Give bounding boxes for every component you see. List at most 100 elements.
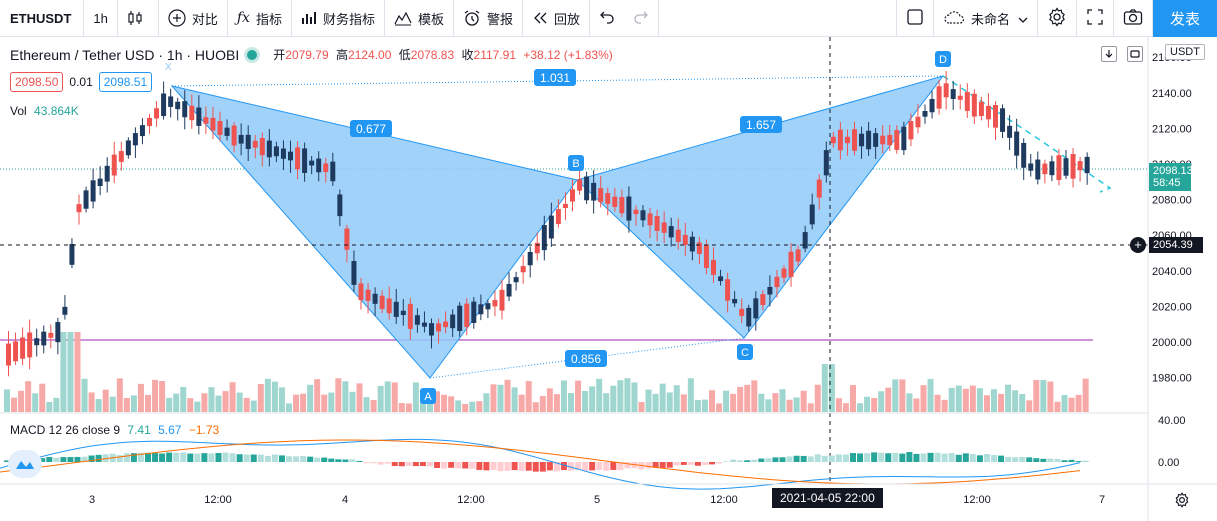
macd-histogram-bar: [1047, 458, 1054, 462]
ratio-xb-badge: [350, 120, 392, 137]
scroll-down-button[interactable]: [1101, 46, 1117, 62]
candle-body: [154, 108, 160, 119]
volume-bar: [363, 397, 370, 412]
buy-button[interactable]: 2098.51: [98, 72, 153, 92]
macd-label: MACD 12 26 close 9: [10, 423, 121, 437]
redo-button[interactable]: [624, 0, 660, 37]
pattern-point-b-label: B: [572, 158, 579, 170]
candle-body: [224, 127, 230, 136]
volume-bar: [441, 394, 448, 412]
last-price-tag: 2098.13 58:45: [1149, 163, 1193, 191]
volume-bar: [74, 332, 81, 412]
macd-histogram-bar: [772, 457, 779, 462]
currency-label[interactable]: USDT: [1165, 44, 1205, 60]
replay-label: 回放: [554, 11, 581, 27]
macd-histogram-bar: [920, 453, 927, 462]
pattern-point-c-marker: [737, 344, 753, 360]
ratio-xd-badge: [534, 69, 576, 86]
macd-histogram-bar: [969, 454, 976, 462]
candle-body: [570, 189, 575, 202]
macd-histogram-bar: [857, 453, 864, 462]
candle-body: [69, 244, 75, 265]
candle-body: [520, 266, 526, 273]
candle-body: [316, 158, 322, 173]
candle-body: [20, 337, 26, 359]
volume-bar: [603, 393, 610, 412]
fullscreen-toggle-button[interactable]: [895, 0, 934, 37]
snapshot-button[interactable]: [1114, 0, 1153, 37]
volume-bar: [857, 403, 864, 412]
top-toolbar: ETHUSDT 1h 对比 ƒx 指标 财务指标 模板 警报: [0, 0, 1217, 37]
candle-body: [111, 154, 117, 176]
macd-histogram-bar: [1082, 460, 1089, 462]
pattern-point-d-marker: [935, 51, 951, 67]
plus-circle-icon: [168, 9, 186, 27]
gear-icon: [1047, 6, 1067, 30]
volume-bar: [300, 393, 307, 412]
templates-button[interactable]: 模板: [385, 0, 454, 37]
alert-button[interactable]: 警报: [454, 0, 524, 37]
volume-bar: [1040, 379, 1047, 412]
macd-histogram-bar: [208, 453, 215, 462]
fullscreen-button[interactable]: [1077, 0, 1114, 37]
candle-body: [471, 301, 477, 323]
ratio-xb-label: 0.677: [356, 122, 386, 136]
macd-histogram-bar: [687, 462, 694, 465]
chart-type-button[interactable]: [118, 0, 159, 37]
financials-button[interactable]: 财务指标: [292, 0, 385, 37]
candle-body: [34, 338, 40, 346]
volume-bar: [349, 391, 356, 412]
spread-value: 0.01: [69, 75, 93, 89]
add-alert-plus-icon[interactable]: +: [1130, 237, 1146, 253]
candle-body: [429, 323, 434, 336]
replay-button[interactable]: 回放: [523, 0, 591, 37]
volume-bar: [328, 392, 335, 412]
pattern-point-a-marker: [420, 388, 436, 404]
candle-body: [675, 229, 681, 243]
price-tick-label: 2140.00: [1152, 88, 1192, 100]
candle-body: [971, 93, 977, 117]
candle-body: [323, 163, 329, 173]
settings-button[interactable]: [1038, 0, 1077, 37]
compare-button[interactable]: 对比: [159, 0, 228, 37]
volume-value: 43.864K: [34, 104, 79, 118]
last-price-value: 2098.13: [1153, 165, 1193, 177]
volume-bar: [271, 381, 278, 412]
time-tick-label: 3: [89, 494, 95, 506]
volume-bar: [67, 332, 74, 412]
candle-body: [626, 196, 632, 221]
volume-bar: [659, 383, 666, 412]
interval-button[interactable]: 1h: [84, 0, 118, 37]
candle-body: [499, 289, 505, 311]
hide-indicators-button[interactable]: [8, 450, 42, 478]
xabcd-pattern-drawing[interactable]: [170, 75, 1112, 379]
volume-bar: [46, 402, 53, 412]
volume-bar: [1061, 395, 1068, 412]
publish-button[interactable]: 发表: [1153, 0, 1217, 37]
volume-bar: [962, 388, 969, 412]
macd-histogram-bar: [666, 462, 673, 468]
volume-label: Vol: [10, 104, 27, 118]
macd-histogram-bar: [490, 462, 497, 471]
volume-bar: [264, 378, 271, 412]
candle-body: [852, 129, 857, 151]
high-value: 2124.00: [348, 48, 392, 62]
symbol-search-button[interactable]: ETHUSDT: [0, 0, 85, 37]
candle-body: [196, 107, 202, 126]
undo-button[interactable]: [590, 0, 624, 37]
volume-bar: [821, 364, 828, 412]
maximize-pane-button[interactable]: [1127, 46, 1143, 62]
layout-name-button[interactable]: 未命名: [934, 0, 1038, 37]
macd-histogram-bar: [814, 454, 821, 462]
volume-bar: [448, 396, 455, 412]
axis-settings-button[interactable]: [1174, 492, 1190, 511]
macd-histogram-bar: [934, 452, 941, 462]
macd-histogram-bar: [575, 462, 582, 470]
candle-body: [541, 225, 547, 251]
sell-button[interactable]: 2098.50: [10, 72, 64, 92]
indicators-button[interactable]: ƒx 指标: [228, 0, 292, 37]
volume-bar: [32, 393, 39, 412]
volume-bar: [532, 402, 539, 412]
candle-body: [189, 105, 195, 121]
